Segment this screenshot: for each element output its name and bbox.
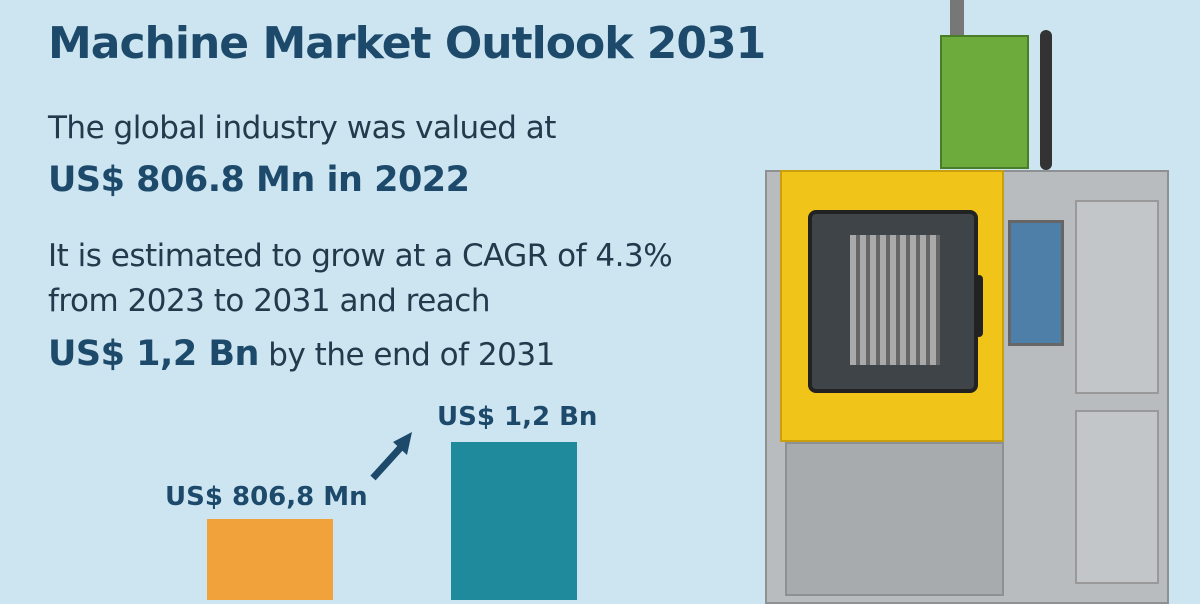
valued-text: The global industry was valued at bbox=[48, 110, 556, 146]
cagr-text: It is estimated to grow at a CAGR of 4.3… bbox=[48, 238, 673, 274]
machine-hopper-unit bbox=[940, 35, 1029, 169]
bar-label-2022: US$ 806,8 Mn bbox=[165, 482, 368, 512]
machine-lower-panel bbox=[785, 442, 1004, 596]
period-text: from 2023 to 2031 and reach bbox=[48, 283, 490, 319]
machine-side-panel-top bbox=[1075, 200, 1159, 394]
bar-chart bbox=[207, 432, 577, 600]
machine-control-panel bbox=[1008, 220, 1064, 346]
page-title: Machine Market Outlook 2031 bbox=[48, 18, 766, 69]
machine-door-handle bbox=[975, 275, 983, 337]
bars-group bbox=[207, 442, 577, 600]
bar-label-2031: US$ 1,2 Bn bbox=[437, 402, 598, 432]
injection-molding-machine-illustration bbox=[760, 0, 1180, 604]
value-2031: US$ 1,2 Bn bbox=[48, 334, 259, 374]
bar-2022 bbox=[207, 519, 333, 600]
machine-mold bbox=[850, 235, 940, 365]
machine-cable bbox=[1040, 30, 1052, 170]
value-2022: US$ 806.8 Mn in 2022 bbox=[48, 160, 470, 200]
end-text: by the end of 2031 bbox=[258, 337, 555, 373]
machine-side-panel-bottom bbox=[1075, 410, 1159, 584]
reach-line: US$ 1,2 Bn by the end of 2031 bbox=[48, 334, 555, 374]
bar-2031 bbox=[451, 442, 577, 600]
growth-arrow-icon bbox=[370, 432, 412, 481]
